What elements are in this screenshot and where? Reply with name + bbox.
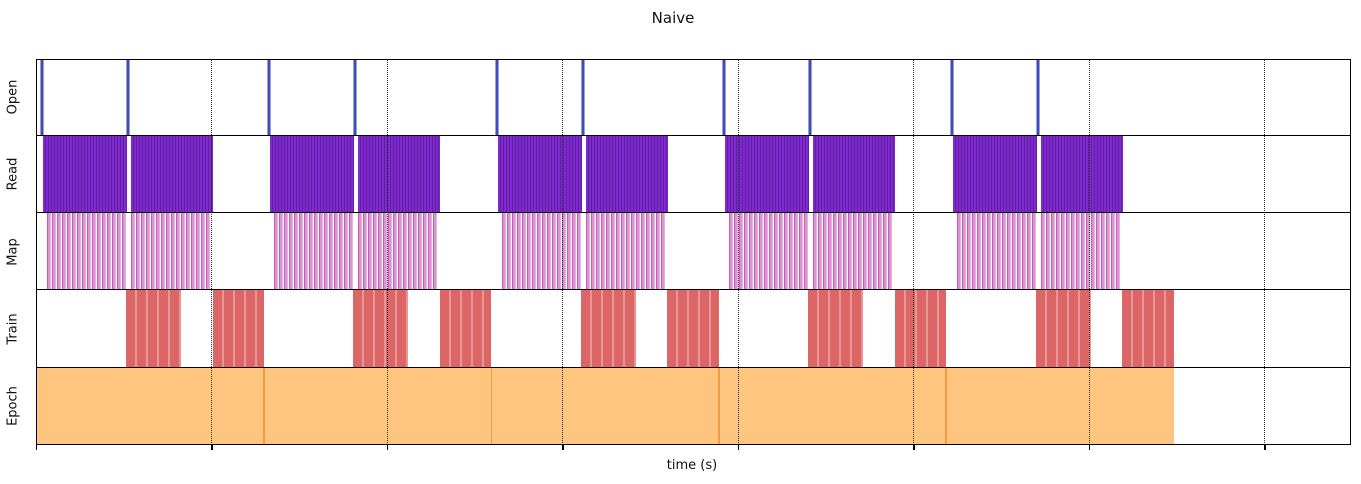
- x-axis-tick: [1088, 444, 1091, 450]
- open-event-line: [722, 58, 727, 136]
- y-axis-label-train: Train: [5, 313, 21, 345]
- gridline: [913, 58, 915, 445]
- row-separator: [36, 212, 1351, 214]
- train-interval-bar: [1035, 290, 1091, 368]
- map-interval-bar: [813, 212, 894, 291]
- x-axis-tick: [386, 444, 389, 450]
- train-interval-bar: [580, 290, 636, 368]
- read-interval-bar: [270, 135, 355, 213]
- epoch-interval-bar: [491, 367, 719, 445]
- open-event-line: [494, 58, 499, 136]
- x-axis-tick: [211, 444, 213, 450]
- epoch-divider: [945, 367, 947, 445]
- gridline: [211, 58, 213, 445]
- map-interval-bar: [1040, 212, 1121, 291]
- row-separator: [36, 135, 1351, 136]
- plot-area: [35, 58, 1351, 445]
- row-open: [36, 58, 1351, 136]
- gridline: [1088, 58, 1090, 445]
- map-interval-bar: [956, 212, 1037, 291]
- row-separator: [36, 366, 1351, 368]
- open-event-line: [267, 58, 272, 136]
- read-interval-bar: [1040, 135, 1123, 213]
- read-interval-bar: [358, 135, 441, 213]
- gridline: [562, 58, 564, 445]
- open-event-line: [808, 58, 813, 136]
- open-event-line: [949, 58, 954, 136]
- gridline: [1264, 58, 1266, 445]
- x-axis-tick: [737, 444, 740, 450]
- x-axis-tick: [562, 444, 564, 450]
- y-axis-label-map: Map: [5, 237, 21, 266]
- open-event-line: [126, 58, 130, 136]
- row-map: [36, 212, 1351, 291]
- epoch-divider: [263, 367, 265, 445]
- train-interval-bar: [667, 290, 719, 368]
- train-interval-bar: [353, 290, 409, 368]
- read-interval-bar: [131, 135, 213, 213]
- epoch-interval-bar: [36, 367, 264, 445]
- train-interval-bar: [808, 290, 864, 368]
- y-axis-label-read: Read: [5, 157, 21, 191]
- read-interval-bar: [585, 135, 668, 213]
- map-interval-bar: [729, 212, 810, 291]
- train-interval-bar: [212, 290, 264, 368]
- x-axis-tick: [35, 444, 38, 450]
- map-interval-bar: [358, 212, 439, 291]
- read-interval-bar: [43, 135, 127, 213]
- map-interval-bar: [501, 212, 582, 291]
- row-train: [36, 290, 1351, 368]
- read-interval-bar: [952, 135, 1037, 213]
- map-interval-bar: [274, 212, 355, 291]
- epoch-divider: [490, 367, 493, 445]
- row-epoch: [36, 367, 1351, 445]
- chart-title: Naive: [651, 9, 695, 27]
- open-event-line: [40, 58, 44, 136]
- y-axis-label-epoch: Epoch: [5, 385, 21, 426]
- read-interval-bar: [725, 135, 810, 213]
- gridline: [386, 58, 388, 445]
- epoch-interval-bar: [718, 367, 947, 445]
- y-axis-label-open: Open: [5, 79, 21, 115]
- map-interval-bar: [131, 212, 211, 291]
- open-event-line: [580, 58, 585, 136]
- x-axis-tick: [913, 444, 915, 450]
- gridline: [737, 58, 739, 445]
- x-axis-tick: [1264, 444, 1266, 450]
- train-interval-bar: [894, 290, 947, 368]
- row-read: [36, 135, 1351, 213]
- row-separator: [36, 289, 1351, 291]
- gridline: [35, 58, 37, 445]
- map-interval-bar: [47, 212, 127, 291]
- x-axis-label: time (s): [666, 458, 718, 473]
- read-interval-bar: [813, 135, 896, 213]
- epoch-interval-bar: [264, 367, 492, 445]
- map-interval-bar: [585, 212, 666, 291]
- train-interval-bar: [439, 290, 492, 368]
- epoch-interval-bar: [946, 367, 1174, 445]
- open-event-line: [1035, 58, 1040, 136]
- read-interval-bar: [497, 135, 582, 213]
- open-event-line: [353, 58, 358, 136]
- train-interval-bar: [1122, 290, 1174, 368]
- epoch-divider: [718, 367, 720, 445]
- train-interval-bar: [126, 290, 181, 368]
